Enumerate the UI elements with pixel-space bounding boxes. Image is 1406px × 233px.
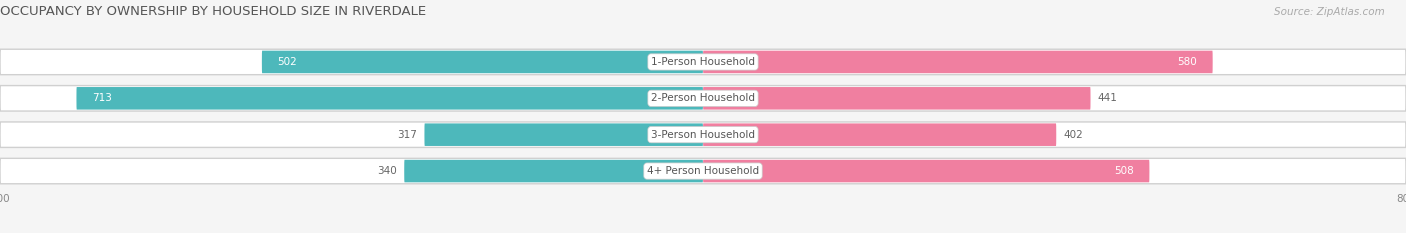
Text: 2-Person Household: 2-Person Household [651,93,755,103]
FancyBboxPatch shape [405,160,703,182]
FancyBboxPatch shape [425,123,703,146]
FancyBboxPatch shape [703,87,1091,110]
Text: 340: 340 [377,166,398,176]
Text: OCCUPANCY BY OWNERSHIP BY HOUSEHOLD SIZE IN RIVERDALE: OCCUPANCY BY OWNERSHIP BY HOUSEHOLD SIZE… [0,5,426,18]
FancyBboxPatch shape [76,87,703,110]
Text: Source: ZipAtlas.com: Source: ZipAtlas.com [1274,7,1385,17]
Text: 1-Person Household: 1-Person Household [651,57,755,67]
FancyBboxPatch shape [0,122,1406,147]
FancyBboxPatch shape [0,86,1406,111]
Text: 713: 713 [93,93,112,103]
Text: 580: 580 [1177,57,1197,67]
FancyBboxPatch shape [703,123,1056,146]
FancyBboxPatch shape [0,158,1406,184]
FancyBboxPatch shape [703,160,1150,182]
FancyBboxPatch shape [703,51,1212,73]
Text: 402: 402 [1063,130,1083,140]
Text: 4+ Person Household: 4+ Person Household [647,166,759,176]
Text: 441: 441 [1098,93,1118,103]
FancyBboxPatch shape [0,49,1406,75]
Text: 502: 502 [278,57,298,67]
FancyBboxPatch shape [262,51,703,73]
Text: 508: 508 [1114,166,1133,176]
Text: 317: 317 [398,130,418,140]
Text: 3-Person Household: 3-Person Household [651,130,755,140]
